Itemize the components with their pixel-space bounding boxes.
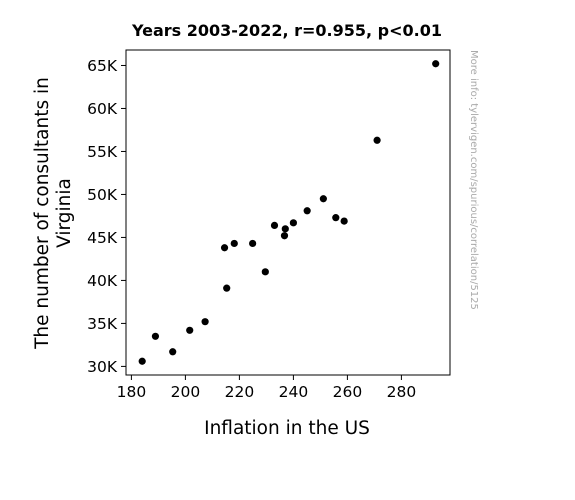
data-point — [186, 326, 194, 334]
data-point — [373, 136, 381, 144]
data-point — [261, 268, 269, 276]
chart-title: Years 2003-2022, r=0.955, p<0.01 — [131, 21, 442, 40]
data-point — [432, 60, 440, 68]
y-tick-label: 40K — [87, 272, 118, 290]
data-point — [332, 214, 340, 222]
data-point — [280, 232, 289, 240]
data-point — [303, 207, 311, 215]
data-point — [169, 348, 177, 356]
y-tick-label: 35K — [87, 315, 118, 333]
data-point — [138, 357, 146, 365]
data-points — [138, 60, 440, 365]
data-point — [340, 217, 348, 225]
y-axis: 30K 35K 40K 45K 50K 55K 60K 65K — [87, 57, 126, 376]
x-tick-label: 280 — [387, 383, 417, 401]
x-axis: 180 200 220 240 260 280 — [117, 375, 417, 401]
data-point — [230, 239, 238, 248]
data-point — [220, 244, 229, 252]
data-point — [201, 318, 209, 326]
x-tick-label: 240 — [279, 383, 309, 401]
data-point — [289, 219, 297, 227]
x-tick-label: 220 — [225, 383, 255, 401]
y-tick-label: 60K — [87, 100, 118, 118]
y-axis-label-line-1: The number of consultants in — [32, 77, 53, 350]
y-tick-label: 50K — [87, 186, 118, 204]
data-point — [223, 284, 231, 292]
x-axis-label: Inflation in the US — [204, 418, 370, 439]
data-point — [151, 332, 160, 340]
data-point — [319, 195, 327, 203]
source-watermark: More info: tylervigen.com/spurious/corre… — [468, 50, 479, 310]
data-point — [249, 239, 257, 248]
plot-frame — [125, 49, 451, 376]
y-tick-label: 30K — [87, 358, 118, 376]
x-tick-label: 260 — [333, 383, 363, 401]
plot-area: 180 200 220 240 260 280 30K 35K 40K 45K 50K 55K 60K… — [87, 49, 451, 401]
x-tick-label: 180 — [117, 383, 147, 401]
data-point — [281, 225, 289, 233]
y-axis-label: The number of consultants in Virginia — [32, 77, 75, 350]
y-tick-label: 65K — [87, 57, 118, 75]
data-point — [270, 221, 279, 229]
x-tick-label: 200 — [171, 383, 201, 401]
y-tick-label: 45K — [87, 229, 118, 247]
y-axis-label-line-2: Virginia — [54, 178, 75, 248]
y-tick-label: 55K — [87, 143, 118, 161]
